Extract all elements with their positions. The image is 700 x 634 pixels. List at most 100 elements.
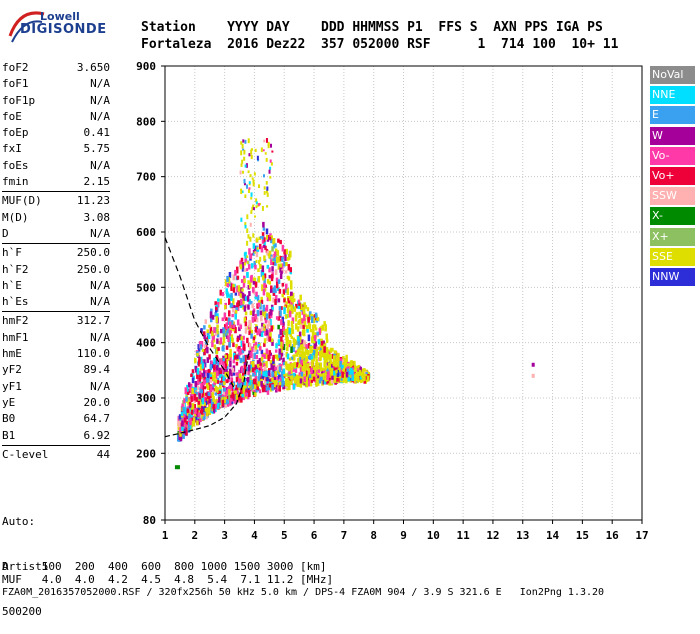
param-value: N/A (90, 93, 110, 107)
echo-point (277, 324, 280, 330)
echo-point (282, 321, 285, 326)
param-row: foF1p N/A (2, 93, 110, 109)
echo-point (312, 324, 316, 328)
distance-row: D 100 200 400 600 800 1000 1500 3000 [km… (2, 560, 327, 573)
echo-point (242, 280, 246, 288)
echo-point (300, 304, 303, 311)
echo-point (230, 303, 233, 307)
echo-point (261, 270, 265, 278)
echo-point (252, 378, 256, 385)
echo-point (247, 370, 250, 375)
echo-point (206, 407, 210, 412)
echo-point (345, 378, 348, 384)
echo-point (311, 332, 315, 337)
echo-point (272, 244, 276, 249)
echo-point (197, 379, 200, 386)
echo-point (231, 392, 234, 399)
echo-point (261, 284, 264, 292)
echo-point (316, 331, 319, 336)
x-tick-label: 2 (192, 529, 199, 542)
echo-point (246, 337, 249, 344)
echo-point (250, 192, 253, 197)
echo-point (336, 377, 339, 382)
echo-point (268, 378, 272, 382)
echo-point (262, 304, 265, 312)
echo-point (195, 391, 198, 395)
param-value: N/A (90, 278, 110, 292)
echo-point (215, 370, 219, 375)
echo-point (225, 359, 229, 367)
x-tick-label: 12 (486, 529, 499, 542)
echo-point (232, 308, 235, 313)
echo-point (225, 288, 228, 294)
echo-point (231, 389, 235, 393)
echo-point (222, 337, 226, 343)
echo-point (329, 347, 333, 353)
echo-point (272, 254, 276, 261)
echo-point (240, 217, 243, 222)
echo-point (248, 291, 251, 296)
echo-point (241, 302, 244, 308)
echo-point (225, 369, 228, 373)
echo-point (216, 324, 219, 329)
echo-point (191, 403, 195, 410)
echo-point (236, 337, 239, 342)
echo-point (280, 352, 284, 357)
echo-point (242, 139, 245, 143)
echo-point (250, 361, 254, 365)
echo-point (303, 376, 306, 382)
echo-point (224, 317, 228, 321)
param-row: h`E N/A (2, 278, 110, 294)
echo-point (249, 236, 252, 242)
echo-point (213, 357, 216, 365)
echo-point (263, 237, 266, 242)
echo-point (323, 357, 327, 363)
echo-point (331, 375, 334, 381)
echo-point (279, 265, 282, 273)
echo-point (247, 264, 251, 270)
echo-point (323, 321, 326, 327)
param-value: 3.650 (76, 61, 110, 74)
echo-point (243, 268, 247, 272)
echo-point (252, 387, 256, 392)
legend-item-w: W (650, 126, 695, 145)
echo-point (281, 316, 285, 323)
echo-point (353, 360, 356, 368)
echo-point (228, 394, 231, 402)
echo-point (328, 363, 331, 370)
echo-point (255, 259, 258, 264)
echo-point (188, 388, 191, 394)
echo-point (198, 397, 202, 404)
echo-point (223, 387, 226, 392)
legend-item-x: X+ (650, 227, 695, 246)
echo-point (259, 263, 262, 270)
echo-point (286, 275, 290, 280)
echo-point (292, 337, 296, 344)
echo-point (218, 382, 222, 388)
echo-point (262, 288, 266, 296)
echo-point (290, 291, 293, 297)
echo-point (263, 273, 267, 279)
echo-point (258, 370, 261, 378)
echo-point (227, 293, 230, 297)
muf-row: MUF 4.0 4.0 4.2 4.5 4.8 5.4 7.1 11.2 [MH… (2, 573, 334, 586)
echo-point (276, 364, 280, 372)
echo-point (215, 306, 218, 311)
echo-point (239, 334, 242, 341)
echo-point (281, 244, 285, 252)
echo-point (261, 375, 265, 379)
echo-point (255, 324, 258, 328)
echo-point (285, 287, 288, 293)
echo-point (235, 266, 239, 274)
echo-point (231, 313, 234, 318)
logo-swoosh-icon (8, 11, 45, 43)
echo-point (284, 361, 288, 366)
echo-point (261, 322, 264, 327)
echo-point (233, 390, 236, 395)
echo-point (241, 349, 245, 354)
echo-point (318, 379, 322, 384)
param-row: foE N/A (2, 109, 110, 125)
param-row: C-level 44 (2, 447, 110, 463)
echo-point (246, 376, 250, 383)
echo-point (225, 399, 229, 405)
